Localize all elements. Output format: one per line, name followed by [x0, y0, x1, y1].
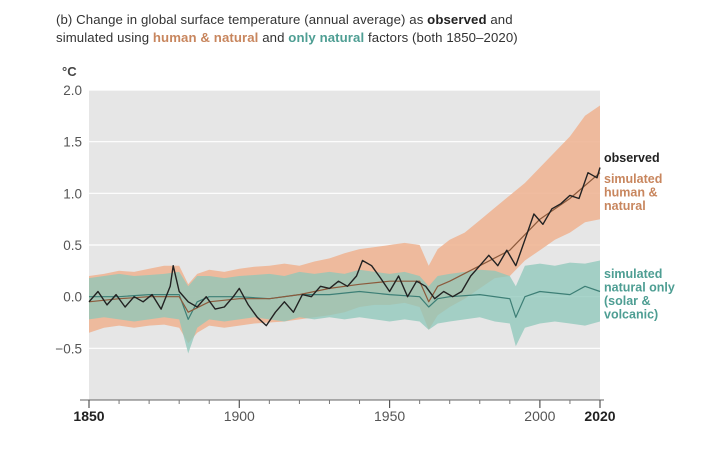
x-tick-label: 1900 — [224, 408, 255, 424]
y-tick-label: 1.5 — [63, 135, 82, 150]
title-line2-prefix: simulated using — [56, 30, 153, 45]
title-suffix: factors (both 1850–2020) — [364, 30, 518, 45]
title-human-natural: human & natural — [152, 30, 259, 45]
simulated-human-natural-line — [88, 172, 601, 313]
simulated-natural-only-range-band — [89, 260, 600, 354]
human-natural-label: human & — [604, 186, 657, 200]
title-prefix: (b) Change in global surface temperature… — [56, 12, 428, 27]
natural-only-label: volcanic) — [604, 308, 658, 322]
title-only-natural: only natural — [288, 30, 365, 45]
x-tick-label: 2020 — [584, 408, 615, 424]
natural-only-label: simulated — [604, 267, 662, 281]
y-tick-label: 0.0 — [63, 290, 82, 305]
y-tick-label: −0.5 — [55, 341, 82, 356]
y-tick-label: 1.0 — [63, 186, 82, 201]
chart-title-line-1: (b) Change in global surface temperature… — [56, 12, 513, 27]
y-axis-label: °C — [62, 64, 77, 79]
natural-only-label: natural only — [604, 281, 675, 295]
simulated-natural-only-line — [89, 285, 601, 320]
axes: 2.0 1.5 1.0 0.5 0.0 −0.5 1850 1900 1950 2000 2020 — [55, 83, 615, 424]
x-tick-label: 1950 — [374, 408, 405, 424]
range-bands — [89, 105, 600, 354]
x-tick-label: 2000 — [524, 408, 555, 424]
title-observed: observed — [427, 12, 487, 27]
human-natural-label: simulated — [604, 172, 662, 186]
human-natural-label: natural — [604, 199, 646, 213]
x-tick-label: 1850 — [73, 408, 104, 424]
observed-label: observed — [604, 151, 660, 165]
y-tick-label: 0.5 — [63, 238, 82, 253]
series-lines — [88, 167, 601, 327]
natural-only-label: (solar & — [604, 294, 651, 308]
y-tick-label: 2.0 — [63, 83, 82, 98]
title-and2: and — [258, 30, 289, 45]
title-and: and — [486, 12, 513, 27]
observed-line — [88, 167, 601, 327]
chart-title-line-2: simulated using human & natural and only… — [56, 30, 518, 45]
